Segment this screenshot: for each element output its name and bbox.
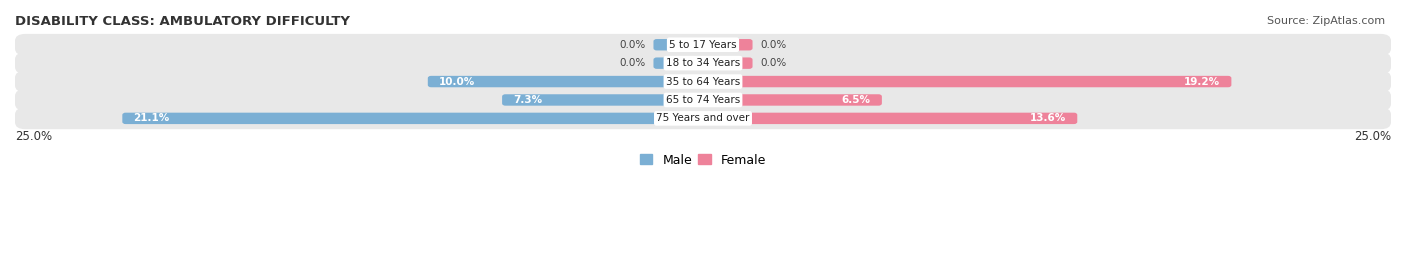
FancyBboxPatch shape <box>703 76 1232 87</box>
Text: 7.3%: 7.3% <box>513 95 543 105</box>
Text: 25.0%: 25.0% <box>1354 130 1391 143</box>
FancyBboxPatch shape <box>703 113 1077 124</box>
FancyBboxPatch shape <box>654 39 703 51</box>
Text: 0.0%: 0.0% <box>619 58 645 68</box>
Text: 21.1%: 21.1% <box>134 113 170 123</box>
FancyBboxPatch shape <box>122 113 703 124</box>
Text: Source: ZipAtlas.com: Source: ZipAtlas.com <box>1267 16 1385 26</box>
FancyBboxPatch shape <box>15 71 1391 92</box>
FancyBboxPatch shape <box>15 108 1391 129</box>
Text: 65 to 74 Years: 65 to 74 Years <box>666 95 740 105</box>
FancyBboxPatch shape <box>502 94 703 106</box>
FancyBboxPatch shape <box>703 39 752 51</box>
Text: 0.0%: 0.0% <box>761 40 787 50</box>
FancyBboxPatch shape <box>427 76 703 87</box>
Text: 75 Years and over: 75 Years and over <box>657 113 749 123</box>
FancyBboxPatch shape <box>15 52 1391 74</box>
Text: 19.2%: 19.2% <box>1184 77 1220 87</box>
FancyBboxPatch shape <box>15 89 1391 111</box>
Text: 0.0%: 0.0% <box>761 58 787 68</box>
Text: DISABILITY CLASS: AMBULATORY DIFFICULTY: DISABILITY CLASS: AMBULATORY DIFFICULTY <box>15 15 350 28</box>
Text: 0.0%: 0.0% <box>619 40 645 50</box>
Text: 25.0%: 25.0% <box>15 130 52 143</box>
FancyBboxPatch shape <box>703 58 752 69</box>
FancyBboxPatch shape <box>654 58 703 69</box>
Text: 10.0%: 10.0% <box>439 77 475 87</box>
FancyBboxPatch shape <box>703 94 882 106</box>
Text: 35 to 64 Years: 35 to 64 Years <box>666 77 740 87</box>
Text: 6.5%: 6.5% <box>842 95 870 105</box>
Legend: Male, Female: Male, Female <box>636 149 770 172</box>
Text: 18 to 34 Years: 18 to 34 Years <box>666 58 740 68</box>
FancyBboxPatch shape <box>15 34 1391 56</box>
Text: 13.6%: 13.6% <box>1031 113 1066 123</box>
Text: 5 to 17 Years: 5 to 17 Years <box>669 40 737 50</box>
